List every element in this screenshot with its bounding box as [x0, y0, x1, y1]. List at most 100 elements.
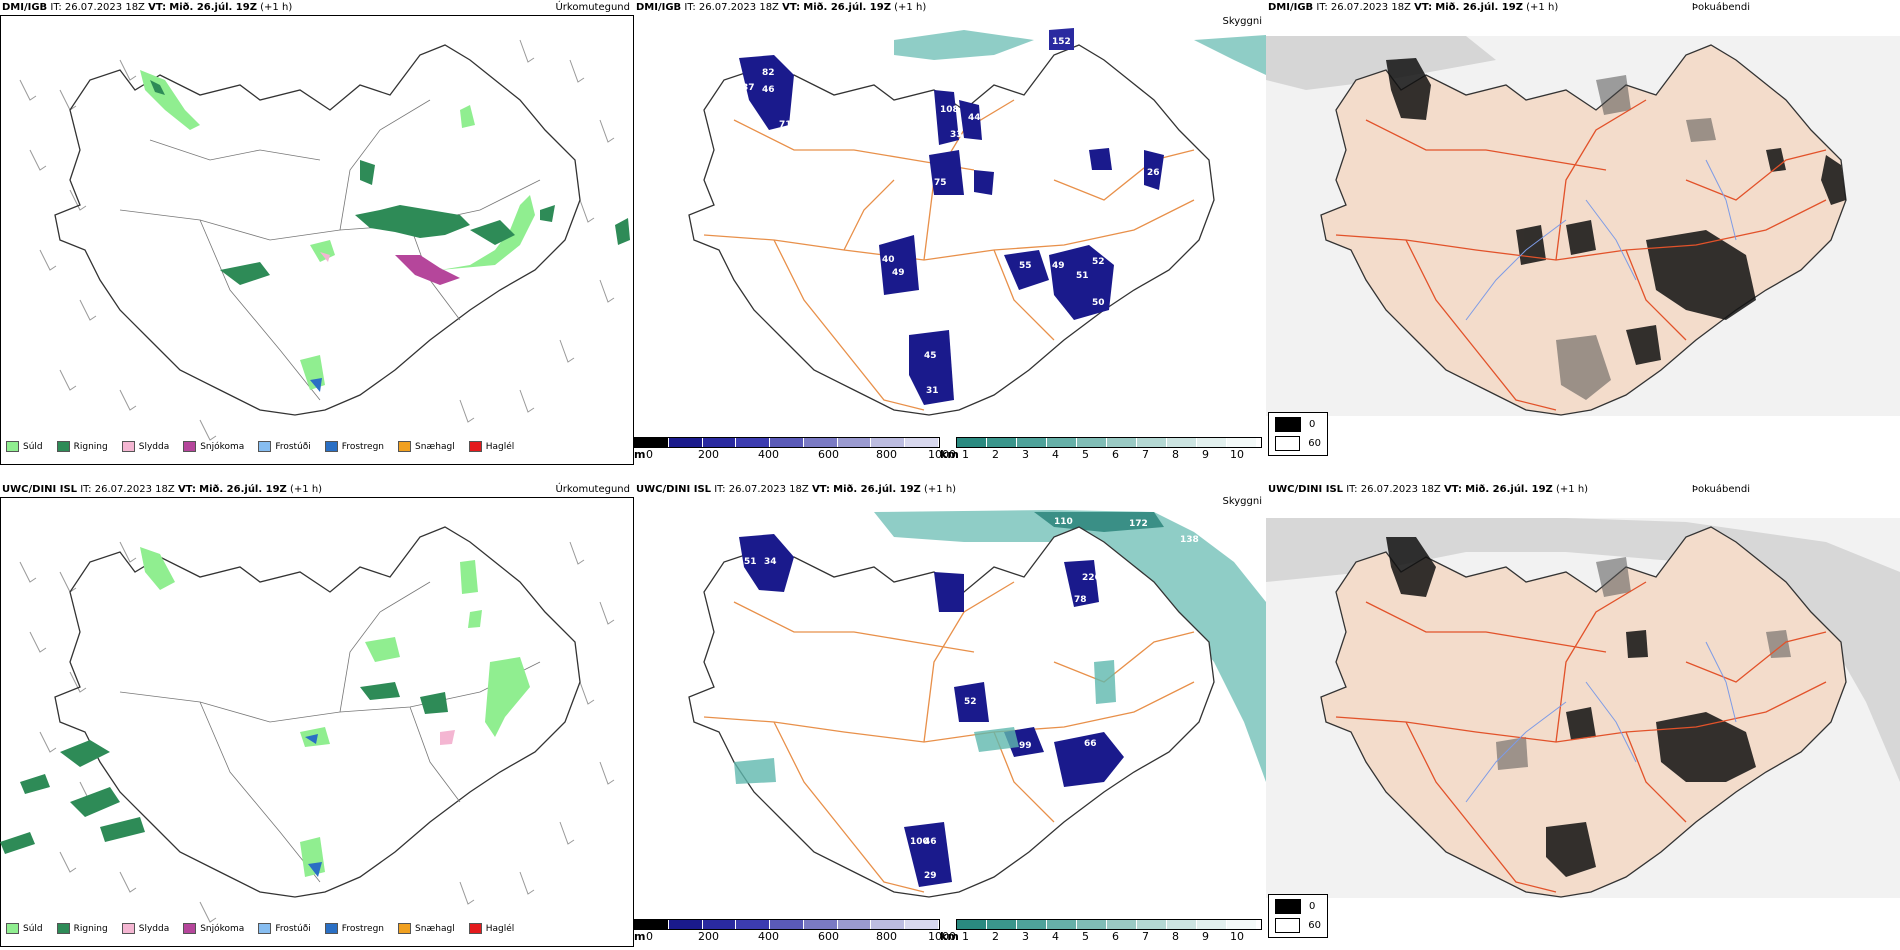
tick-label: 6: [1112, 930, 1119, 943]
iceland-outline: [54, 526, 581, 898]
cbar-cell: [770, 438, 804, 447]
precip-title: Úrkomutegund: [555, 2, 630, 13]
tick-label: 8: [1172, 930, 1179, 943]
panel-header: UWC/DINI ISL IT: 26.07.2023 18Z VT: Mið.…: [1268, 484, 1588, 495]
m-ticks: 0 200 400 600 800 1000: [646, 448, 956, 461]
visibility-panel-bottom: UWC/DINI ISL IT: 26.07.2023 18Z VT: Mið.…: [634, 482, 1266, 948]
fog-swatch: [1275, 436, 1301, 451]
visibility-light-areas: [734, 660, 1116, 784]
tick-label: 7: [1142, 930, 1149, 943]
visibility-panel-top: DMI/IGB IT: 26.07.2023 18Z VT: Mið. 26.j…: [634, 0, 1266, 466]
legend-label: Snæhagl: [415, 923, 455, 934]
cbar-cell: [702, 438, 737, 447]
tick-label: 8: [1172, 448, 1179, 461]
model-name: UWC/DINI ISL: [2, 484, 78, 495]
fog-map: [1266, 518, 1900, 898]
vis-label: 31: [926, 386, 939, 396]
km-ticks: 1 2 3 4 5 6 7 8 9 10: [962, 930, 1244, 943]
precip-panel-top: DMI/IGB IT: 26.07.2023 18Z VT: Mið. 26.j…: [0, 0, 634, 466]
vis-label: 34: [764, 557, 777, 567]
precip-frame: [0, 497, 634, 947]
vis-label: 33: [950, 130, 963, 140]
cbar-cell: [1137, 438, 1167, 447]
legend-label: Frostúði: [275, 441, 311, 452]
vis-label: 71: [779, 120, 792, 130]
vt-label: VT:: [811, 484, 830, 495]
legend-swatch: [324, 441, 338, 452]
lead-time: (+1 h): [260, 2, 293, 13]
vt-value: Mið. 26.júl. 19Z: [833, 484, 921, 495]
legend-swatch: [121, 441, 135, 452]
fog-title: Þokuábendi: [1691, 484, 1750, 495]
cbar-cell: [736, 920, 771, 929]
legend-swatch: [468, 441, 482, 452]
it-value: 26.07.2023 18Z: [1360, 484, 1441, 495]
cbar-cell: [635, 920, 669, 929]
wind-barbs: [19, 39, 615, 441]
visibility-title: Skyggni: [1222, 496, 1262, 507]
vis-label: 226: [1082, 573, 1101, 583]
cbar-cell: [871, 438, 906, 447]
tick-label: 2: [992, 448, 999, 461]
legend-swatch: [398, 923, 412, 934]
vis-label: 52: [1092, 257, 1105, 267]
legend-item: Snæhagl: [398, 441, 455, 452]
lead-time: (+1 h): [924, 484, 957, 495]
vt-label: VT:: [782, 2, 801, 13]
tick-label: 600: [818, 448, 839, 461]
tick-label: 7: [1142, 448, 1149, 461]
vis-label: 100: [910, 837, 929, 847]
legend-label: Slydda: [138, 923, 170, 934]
vis-label: 45: [924, 351, 937, 361]
iceland-outline: [688, 44, 1215, 416]
cbar-cell: [1197, 920, 1227, 929]
legend-swatch: [398, 441, 412, 452]
vis-label: 99: [1019, 741, 1032, 751]
legend-label: Haglél: [485, 923, 515, 934]
fog-title: Þokuábendi: [1691, 2, 1750, 13]
tick-label: 4: [1052, 930, 1059, 943]
visibility-map: 110 172 138 51 34 52 78 226 52 99 66 46 …: [688, 510, 1266, 898]
km-unit: km: [940, 930, 959, 943]
cbar-cell: [905, 920, 940, 929]
legend-label: Snjókoma: [200, 441, 245, 452]
cbar-cell: [702, 920, 737, 929]
lead-time: (+1 h): [1526, 2, 1559, 13]
vis-label: 49: [892, 268, 905, 278]
fog-light-areas: [1556, 75, 1716, 400]
legend-label: Rigning: [73, 923, 108, 934]
tick-label: 3: [1022, 448, 1029, 461]
it-label: IT:: [1346, 484, 1358, 495]
legend-swatch: [56, 923, 70, 934]
tick-label: 5: [1082, 930, 1089, 943]
fog-swatch: [1275, 918, 1301, 933]
it-label: IT:: [50, 2, 62, 13]
model-name: UWC/DINI ISL: [636, 484, 712, 495]
it-label: IT:: [714, 484, 726, 495]
legend-swatch: [258, 441, 272, 452]
visibility-areas: [739, 534, 1124, 887]
cbar-cell: [905, 438, 940, 447]
vt-value: Mið. 26.júl. 19Z: [169, 2, 257, 13]
vt-value: Mið. 26.júl. 19Z: [199, 484, 287, 495]
model-name: UWC/DINI ISL: [1268, 484, 1344, 495]
cbar-cell: [1137, 920, 1167, 929]
vis-label: 110: [1054, 517, 1073, 527]
legend-item: Frostúði: [258, 923, 311, 934]
legend-label: Rigning: [73, 441, 108, 452]
fog-legend-value: 0: [1309, 901, 1316, 912]
vis-label: 152: [1052, 37, 1071, 47]
cbar-cell: [837, 920, 872, 929]
tick-label: 0: [646, 448, 653, 461]
legend-label: Snæhagl: [415, 441, 455, 452]
vis-label: 52: [964, 697, 977, 707]
iceland-outline: [688, 526, 1215, 898]
legend-item: Slydda: [121, 441, 169, 452]
tick-label: 10: [1230, 930, 1244, 943]
fog-legend-row: 60: [1275, 436, 1321, 451]
lead-time: (+1 h): [894, 2, 927, 13]
cbar-cell: [803, 438, 838, 447]
legend-item: Rigning: [56, 441, 108, 452]
rivers: [1465, 641, 1737, 803]
legend-swatch: [183, 441, 197, 452]
